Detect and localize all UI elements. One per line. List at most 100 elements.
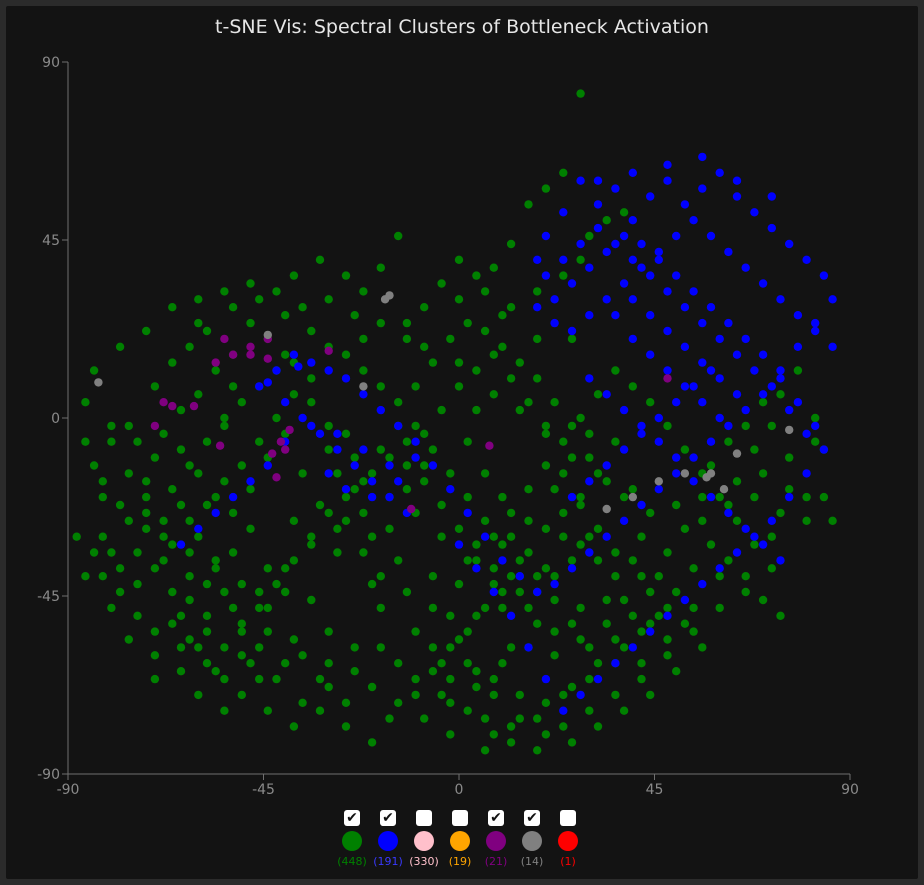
scatter-point <box>524 603 533 613</box>
scatter-point <box>750 208 759 217</box>
legend-color-swatch[interactable] <box>486 831 506 851</box>
scatter-point <box>689 287 698 296</box>
scatter-point <box>194 390 203 399</box>
scatter-point <box>385 453 394 462</box>
scatter-point <box>359 334 368 344</box>
scatter-point <box>480 469 490 478</box>
scatter-point <box>376 445 385 454</box>
scatter-point <box>285 425 294 435</box>
scatter-point <box>411 421 420 431</box>
scatter-point <box>793 398 803 407</box>
scatter-point <box>550 579 559 589</box>
legend-color-swatch[interactable] <box>450 831 470 851</box>
scatter-point <box>294 362 303 371</box>
legend-checkbox[interactable] <box>416 810 432 826</box>
scatter-point <box>524 548 533 557</box>
scatter-point <box>315 706 325 715</box>
scatter-point <box>333 524 342 533</box>
scatter-point <box>680 342 690 351</box>
scatter-point <box>115 564 125 573</box>
scatter-point <box>307 398 316 407</box>
legend-color-swatch[interactable] <box>558 831 578 851</box>
scatter-point <box>376 263 385 272</box>
scatter-point <box>394 398 403 407</box>
scatter-point <box>628 168 637 177</box>
scatter-point <box>576 690 585 700</box>
scatter-point <box>672 271 681 280</box>
scatter-point <box>515 556 524 565</box>
scatter-point <box>211 358 220 367</box>
scatter-point <box>654 572 663 581</box>
scatter-point <box>619 405 629 415</box>
scatter-point <box>168 540 177 549</box>
scatter-point <box>776 508 785 518</box>
scatter-point <box>407 504 416 514</box>
scatter-point <box>706 540 716 549</box>
scatter-point <box>628 295 637 304</box>
scatter-point <box>272 366 281 375</box>
legend-color-swatch[interactable] <box>522 831 542 851</box>
scatter-point <box>585 532 594 541</box>
scatter-point <box>89 548 99 557</box>
scatter-point <box>680 445 690 454</box>
scatter-point <box>333 445 342 454</box>
scatter-point <box>567 334 577 344</box>
scatter-point <box>176 611 186 620</box>
scatter-point <box>402 461 412 470</box>
legend-color-swatch[interactable] <box>342 831 362 851</box>
scatter-point <box>654 247 663 257</box>
scatter-point <box>454 295 464 304</box>
scatter-point <box>237 619 246 628</box>
scatter-point <box>150 421 160 431</box>
legend-item: ✔ (448) <box>328 808 376 868</box>
scatter-point <box>637 429 646 438</box>
scatter-point <box>698 318 707 328</box>
scatter-point <box>202 659 212 668</box>
scatter-point <box>585 643 594 652</box>
scatter-point <box>619 208 629 217</box>
scatter-point <box>663 366 672 375</box>
scatter-point <box>550 651 559 660</box>
scatter-point <box>672 500 681 510</box>
scatter-point <box>411 453 420 462</box>
scatter-point <box>189 401 199 411</box>
scatter-point <box>533 334 542 344</box>
legend-checkbox[interactable] <box>452 810 468 826</box>
legend-color-swatch[interactable] <box>378 831 398 851</box>
scatter-point <box>593 659 603 668</box>
scatter-point <box>185 572 194 581</box>
scatter-point <box>263 461 272 470</box>
scatter-point <box>228 350 238 359</box>
scatter-point <box>472 405 481 415</box>
scatter-point <box>506 611 516 620</box>
scatter-point <box>220 287 229 296</box>
scatter-point <box>237 579 246 589</box>
scatter-point <box>811 318 820 328</box>
scatter-point <box>585 548 594 557</box>
scatter-point <box>202 627 212 636</box>
scatter-point <box>559 437 568 446</box>
scatter-point <box>341 271 351 280</box>
legend-checkbox[interactable]: ✔ <box>524 810 540 826</box>
scatter-point <box>498 342 507 351</box>
scatter-point <box>515 405 524 415</box>
scatter-point <box>602 532 611 541</box>
scatter-point <box>715 168 724 177</box>
scatter-point <box>802 469 811 478</box>
scatter-point <box>637 627 646 636</box>
scatter-point <box>359 477 368 486</box>
legend-color-swatch[interactable] <box>414 831 434 851</box>
legend-checkbox[interactable]: ✔ <box>344 810 360 826</box>
legend-checkbox[interactable]: ✔ <box>380 810 396 826</box>
legend-checkbox[interactable] <box>560 810 576 826</box>
y-tick-label: -45 <box>37 589 60 605</box>
scatter-point <box>263 603 272 613</box>
scatter-point <box>646 587 655 597</box>
scatter-point <box>585 453 594 462</box>
legend-checkbox[interactable]: ✔ <box>488 810 504 826</box>
scatter-point <box>376 643 385 652</box>
scatter-point <box>324 627 333 636</box>
scatter-point <box>220 674 229 684</box>
scatter-point <box>98 477 108 486</box>
scatter-point <box>341 350 351 359</box>
